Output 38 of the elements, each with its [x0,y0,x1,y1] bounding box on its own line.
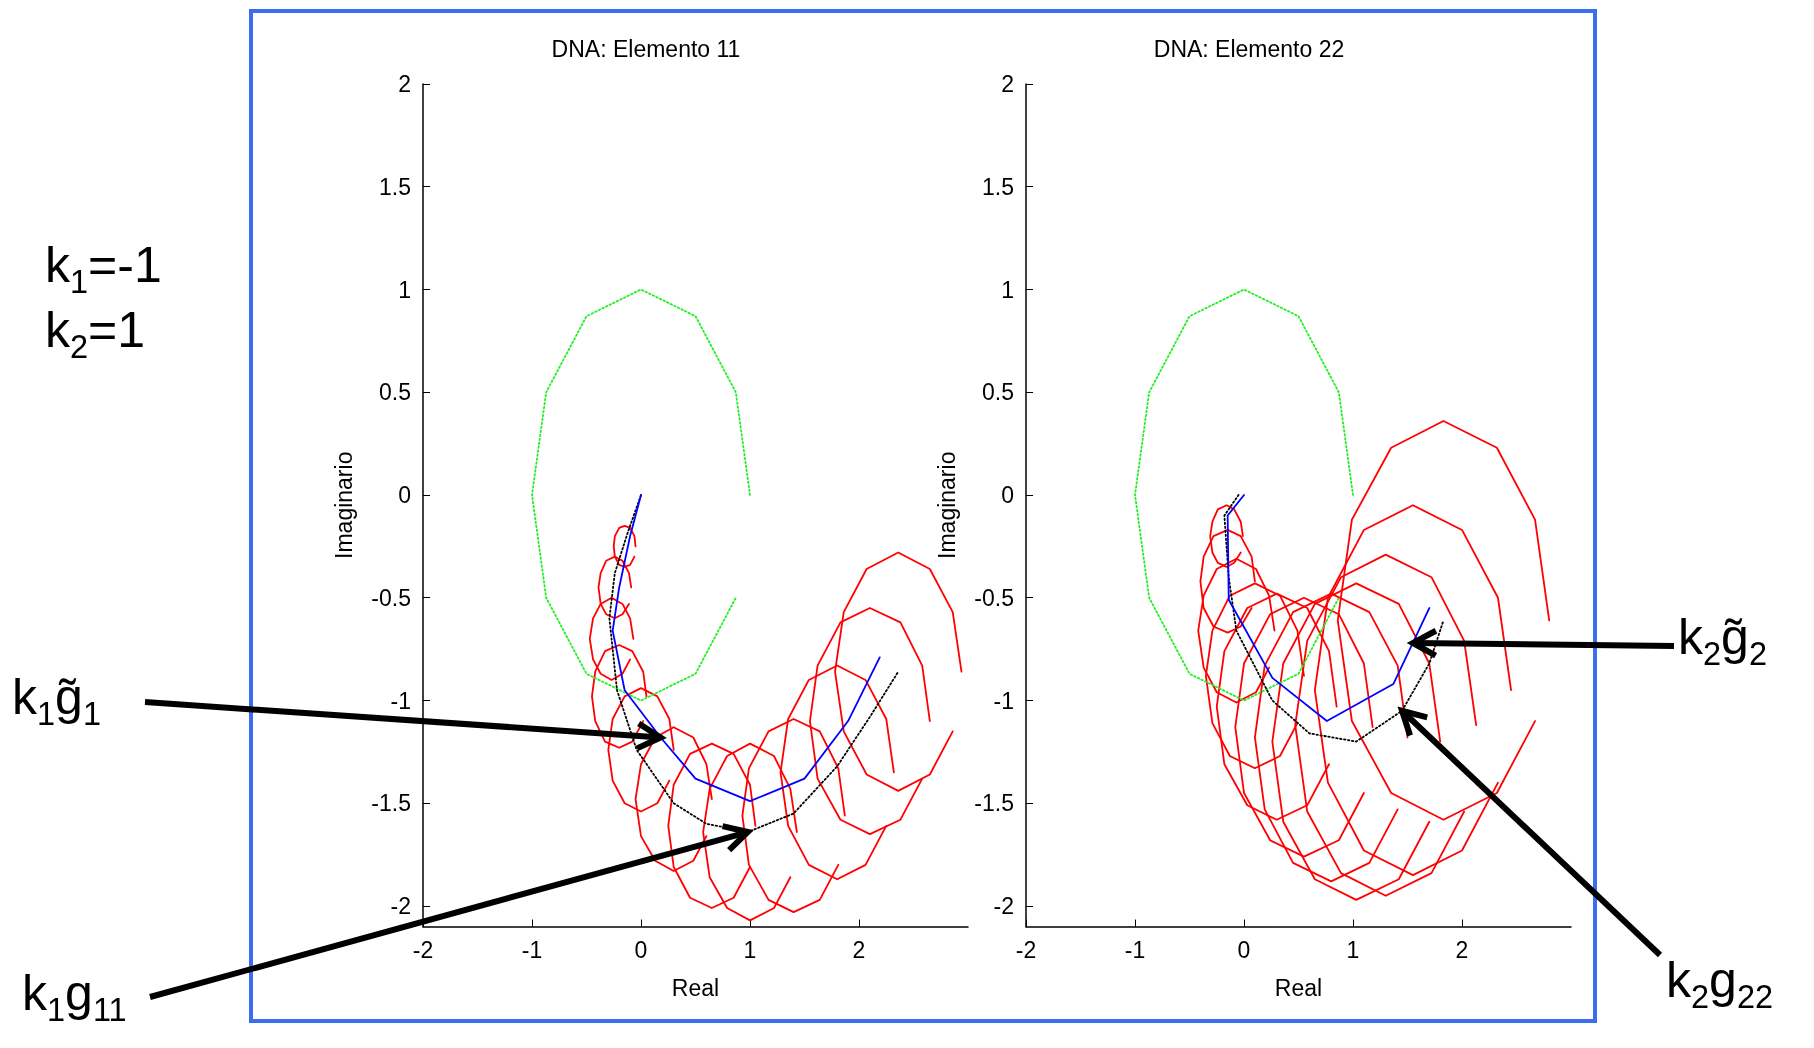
x-tick-label: -1 [521,937,543,964]
x-tick-label: 0 [634,937,648,964]
y-axis-title: Imaginario [933,451,960,559]
x-tick-label: -1 [1124,937,1146,964]
x-tick-label: 1 [743,937,757,964]
x-tick-label: 2 [852,937,866,964]
y-tick-label: -1 [993,687,1014,714]
x-tick-label: 1 [1346,937,1360,964]
y-tick-label: 0.5 [982,379,1014,406]
chart-title: DNA: Elemento 22 [1153,35,1345,62]
text: k$_{2}$=1 [45,302,146,365]
y-tick-label: 0.5 [379,379,411,406]
annotation: k$_{2}$g̃$_{2}$ [1678,609,1767,672]
annotation: k$_{1}$g̃$_{1}$ [12,669,101,732]
y-tick-label: 0 [398,482,411,508]
y-tick-label: -0.5 [371,584,411,611]
x-tick-label: 2 [1455,937,1469,964]
x-tick-label: 0 [1237,937,1251,964]
y-tick-label: 1 [398,276,411,303]
chart-title: DNA: Elemento 11 [551,35,741,62]
x-axis-title: Real [671,975,720,1002]
y-tick-label: 2 [398,71,411,97]
y-tick-label: 0 [1001,482,1014,508]
y-axis-title: Imaginario [330,451,357,559]
y-tick-label: -1.5 [974,790,1014,817]
text: k$_{1}$=-1 [45,237,162,300]
y-tick-label: 1.5 [379,173,411,200]
annotation: k$_{2}$g$_{22}$ [1666,952,1774,1015]
y-tick-label: -0.5 [974,584,1014,611]
y-tick-label: -1.5 [371,790,411,817]
y-tick-label: 1.5 [982,173,1014,200]
y-tick-label: -2 [390,893,411,919]
y-tick-label: 1 [1001,276,1014,303]
annotation: k$_{1}$g$_{11}$ [22,965,127,1028]
y-tick-label: -1 [390,687,411,714]
y-tick-label: 2 [1001,71,1014,97]
x-axis-title: Real [1274,975,1323,1002]
y-tick-label: -2 [993,893,1014,919]
